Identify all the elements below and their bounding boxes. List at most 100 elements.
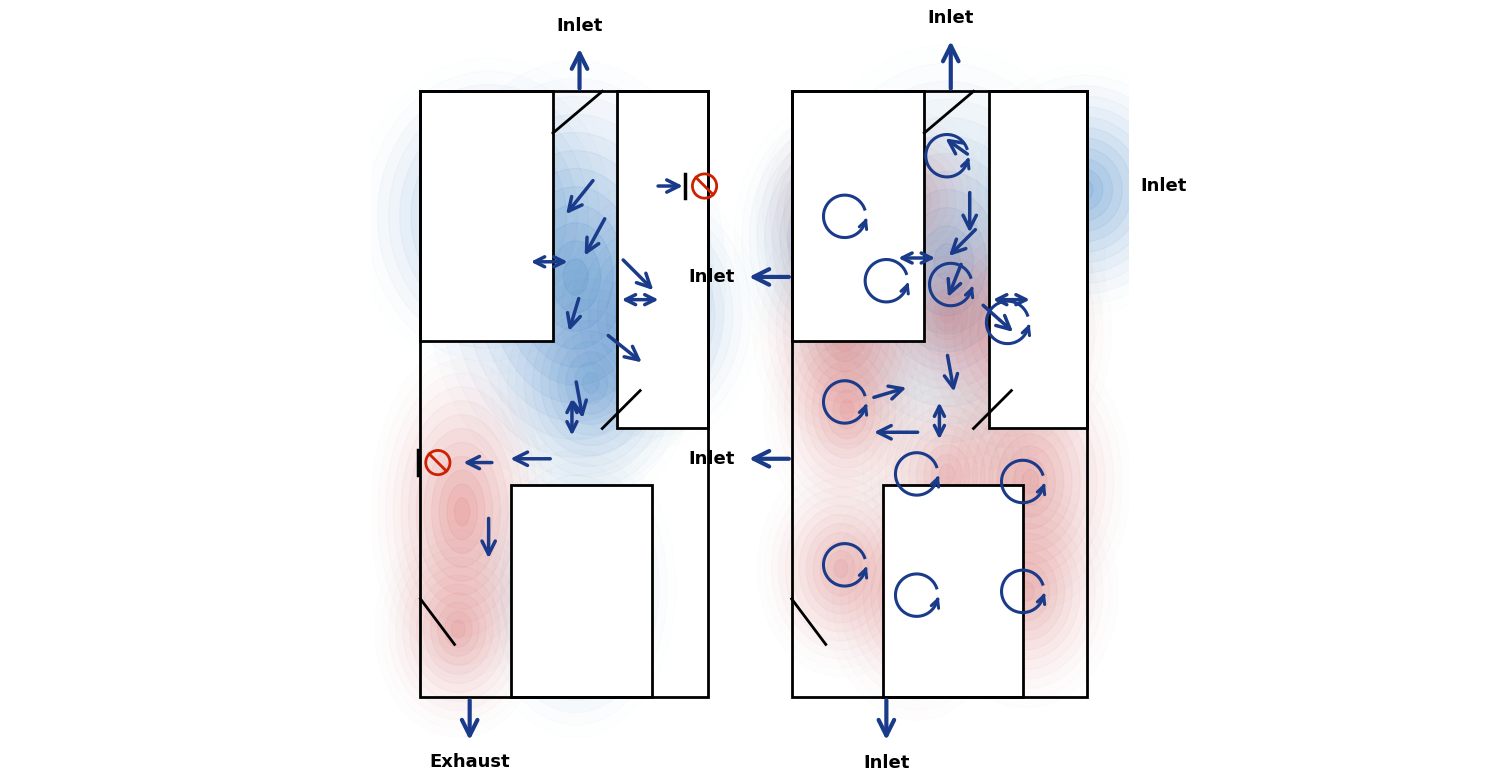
Ellipse shape [558, 342, 624, 425]
Ellipse shape [456, 177, 522, 256]
Ellipse shape [908, 208, 987, 316]
Ellipse shape [795, 194, 856, 283]
Ellipse shape [430, 593, 486, 665]
Ellipse shape [444, 163, 532, 269]
Ellipse shape [827, 551, 855, 587]
Ellipse shape [978, 282, 1044, 377]
Ellipse shape [1074, 180, 1094, 200]
Ellipse shape [813, 361, 882, 458]
Ellipse shape [815, 289, 876, 372]
Bar [988, 91, 1088, 429]
Ellipse shape [894, 190, 1001, 334]
Ellipse shape [987, 295, 1036, 366]
Ellipse shape [834, 559, 848, 577]
Bar [420, 91, 554, 342]
Ellipse shape [549, 331, 633, 435]
Ellipse shape [438, 602, 479, 657]
Ellipse shape [825, 198, 854, 234]
Ellipse shape [821, 541, 862, 596]
Ellipse shape [864, 170, 932, 232]
Ellipse shape [534, 525, 618, 650]
Ellipse shape [833, 390, 861, 429]
Ellipse shape [894, 564, 939, 626]
Ellipse shape [1064, 169, 1102, 211]
Ellipse shape [813, 532, 868, 605]
Ellipse shape [422, 137, 555, 296]
Ellipse shape [822, 299, 867, 361]
Ellipse shape [1035, 138, 1132, 242]
Ellipse shape [454, 498, 470, 526]
Ellipse shape [574, 363, 608, 404]
Ellipse shape [840, 400, 854, 419]
Ellipse shape [1005, 446, 1056, 517]
Ellipse shape [501, 169, 651, 385]
Ellipse shape [939, 464, 954, 484]
Ellipse shape [940, 307, 954, 323]
Ellipse shape [926, 290, 968, 340]
Ellipse shape [550, 550, 600, 625]
Ellipse shape [582, 373, 598, 394]
Ellipse shape [780, 173, 871, 306]
Ellipse shape [800, 268, 891, 392]
Ellipse shape [1022, 470, 1038, 493]
Ellipse shape [902, 574, 932, 616]
Ellipse shape [550, 241, 600, 313]
Ellipse shape [542, 321, 640, 446]
Ellipse shape [818, 228, 834, 251]
Ellipse shape [1016, 117, 1152, 263]
Text: Inlet: Inlet [688, 450, 735, 468]
Text: Inlet: Inlet [862, 754, 909, 773]
Ellipse shape [597, 248, 705, 381]
Ellipse shape [562, 259, 588, 295]
Ellipse shape [804, 171, 874, 261]
Text: Inlet: Inlet [1140, 177, 1186, 195]
Ellipse shape [477, 203, 500, 230]
Ellipse shape [988, 543, 1065, 640]
Ellipse shape [452, 620, 465, 638]
Ellipse shape [934, 244, 960, 280]
Text: Exhaust: Exhaust [429, 753, 510, 771]
Ellipse shape [1011, 572, 1042, 611]
Ellipse shape [994, 307, 1028, 353]
Text: Inlet: Inlet [927, 9, 974, 27]
Ellipse shape [807, 278, 883, 382]
Ellipse shape [513, 187, 638, 367]
Ellipse shape [1044, 148, 1122, 232]
Ellipse shape [606, 259, 696, 370]
Bar [882, 485, 1023, 697]
Ellipse shape [988, 422, 1072, 541]
Ellipse shape [962, 259, 1062, 401]
Bar [618, 91, 708, 429]
Ellipse shape [886, 553, 946, 637]
Ellipse shape [880, 171, 1013, 352]
Bar [792, 91, 1088, 697]
Ellipse shape [916, 435, 978, 513]
Ellipse shape [998, 434, 1064, 529]
Ellipse shape [879, 543, 956, 647]
Ellipse shape [996, 552, 1058, 630]
Ellipse shape [1014, 458, 1047, 505]
Ellipse shape [873, 178, 922, 224]
Ellipse shape [981, 411, 1080, 552]
Ellipse shape [624, 282, 678, 349]
Ellipse shape [788, 184, 864, 295]
Ellipse shape [440, 470, 485, 553]
Ellipse shape [538, 223, 614, 331]
Ellipse shape [921, 226, 974, 298]
Ellipse shape [812, 180, 867, 252]
Bar [792, 91, 924, 342]
Ellipse shape [837, 320, 852, 341]
Ellipse shape [423, 584, 494, 675]
Ellipse shape [810, 217, 842, 261]
Ellipse shape [1024, 128, 1142, 252]
Ellipse shape [444, 612, 472, 647]
Text: Inlet: Inlet [556, 16, 603, 34]
Ellipse shape [969, 271, 1053, 389]
Ellipse shape [476, 132, 676, 422]
Ellipse shape [525, 205, 626, 349]
Ellipse shape [560, 562, 592, 612]
Ellipse shape [798, 162, 880, 271]
Ellipse shape [633, 293, 669, 337]
Ellipse shape [924, 445, 970, 503]
Ellipse shape [920, 282, 975, 349]
